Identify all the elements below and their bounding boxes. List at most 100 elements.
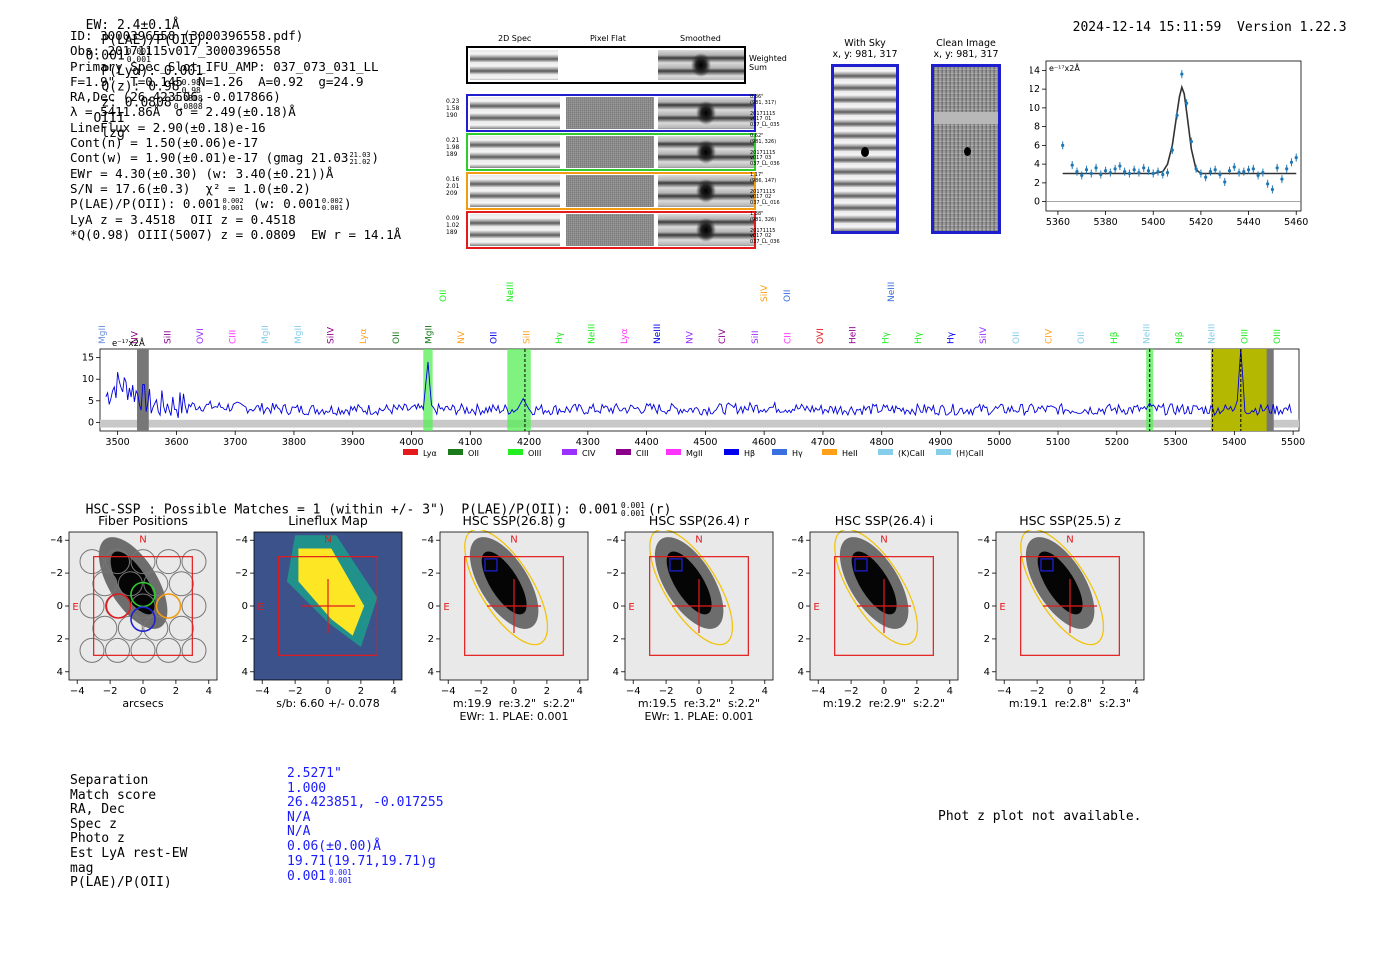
emission-line-label: OII — [392, 332, 402, 344]
z-line: OIII — [93, 111, 125, 126]
match-plae-hi: 0.001 — [329, 868, 352, 878]
zoom-y-tick-label: 10 — [1030, 103, 1040, 114]
panel-caption: m:19.2 re:2.9" s:2.2" — [822, 697, 946, 710]
contw-text: Cont(w) = 1.90(±0.01)e-17 (gmag 21.03 — [70, 150, 349, 166]
panel-y-tick-label: −2 — [422, 568, 434, 579]
emission-line-label: OVI — [196, 328, 206, 344]
cutout-stats: 0.09 1.02 189 — [446, 215, 460, 236]
emission-line-label: SiII — [522, 330, 532, 344]
legend-swatch — [772, 449, 787, 455]
lineflux-mid — [286, 535, 378, 648]
header-bar: EW: 2.4±0.1Å P(LAE)/P(OII): 0.001 0.001 0.… — [70, 3, 211, 141]
panel-frame — [68, 531, 218, 681]
data-point — [1251, 167, 1255, 171]
flag-label: lzg — [101, 126, 125, 141]
legend-label: (H)CaII — [956, 449, 983, 458]
panel-y-tick-label: −4 — [978, 535, 990, 546]
spectrum-x-tick-label: 3800 — [282, 437, 306, 448]
north-label: N — [324, 535, 331, 546]
data-point — [1280, 177, 1284, 181]
spectrum-layer: 3500 3600 3700 3800 3900 4000 4100 4200 4300 4400… — [82, 348, 1305, 448]
panel-title: HSC SSP(26.4) i — [834, 513, 934, 528]
emission-line-label: MgII — [294, 325, 304, 344]
cutout-flat — [566, 214, 654, 246]
weighted-sum-label: Weighted Sum — [749, 54, 787, 72]
match-value-lya-ew: 0.06(±0.00)Å — [287, 838, 381, 854]
panel-y-tick-label: 0 — [984, 601, 990, 612]
cutout-flat — [566, 175, 654, 207]
zoom-layer: 5360 5380 5400 5420 5440 5460 0 2 4 6 8 10 12 14 — [1030, 65, 1308, 228]
data-point — [1237, 170, 1241, 175]
panel-y-tick-label: −4 — [607, 535, 619, 546]
panel-y-tick-label: 4 — [242, 667, 248, 678]
emission-line-label: Lyα — [359, 328, 369, 344]
emission-line-label: SiIV — [979, 326, 989, 344]
panel-x-tick-label: −2 — [844, 686, 859, 697]
id-line: ID: 3000396558 (3000396558.pdf) — [70, 28, 304, 43]
panel-caption-2: EWr: 1. PLAE: 0.001 — [459, 710, 569, 723]
spectrum-x-tick-label: 5100 — [1046, 437, 1070, 448]
zoom-y-tick-label: 14 — [1030, 65, 1040, 76]
galaxy-core — [110, 551, 156, 615]
qz-summary: Q(z): 0.98 — [101, 79, 180, 95]
galaxy-core — [851, 551, 897, 615]
contw-line: Cont(w) = 1.90(±0.01)e-17 (gmag 21.0321.… — [70, 150, 380, 166]
zoom-x-tick-label: 5360 — [1046, 217, 1070, 228]
match-values: 2.5271" 1.000 26.423851, -0.017255 N/A N… — [287, 766, 444, 885]
data-point — [1080, 173, 1084, 177]
data-point — [1285, 167, 1289, 171]
zoom-x-tick-label: 5420 — [1189, 217, 1213, 228]
panel-x-tick-label: −2 — [288, 686, 303, 697]
params-line: F=1.9" T=0.145 N=1.26 A=0.92 g=24.9 — [70, 73, 364, 89]
panel-x-tick-label: 4 — [947, 686, 953, 697]
panel-frame — [809, 531, 959, 681]
fiber-circle — [143, 615, 169, 641]
line-highlight-band — [507, 349, 531, 431]
north-label: N — [1066, 535, 1073, 546]
fiber-circle — [143, 571, 169, 597]
cutout-flat — [566, 136, 654, 168]
hsc-panel: N E −4 4 −2 2 0 0 2 −2 4 −4 — [792, 530, 959, 697]
match-box — [854, 558, 868, 572]
line-label-row: MgII NV SiII OVI CIII MgII MgII SiIV Lyα OII MgII N… — [98, 282, 1283, 344]
image-background — [996, 532, 1144, 680]
fiber-circle — [79, 637, 105, 663]
legend-label: Hβ — [744, 449, 755, 458]
photz-note: Phot z plot not available. — [938, 809, 1142, 824]
data-point — [1194, 167, 1198, 171]
search-box — [93, 556, 193, 656]
panel-y-tick-label: −2 — [792, 568, 804, 579]
panel-y-tick-label: 2 — [613, 634, 619, 645]
with-sky-image — [831, 64, 899, 234]
match-value-score: 1.000 — [287, 780, 327, 796]
panel-y-tick-label: 0 — [242, 601, 248, 612]
zoom-y-tick-label: 12 — [1030, 84, 1040, 95]
aperture-ellipse — [464, 530, 549, 646]
panel-y-tick-label: 4 — [613, 667, 619, 678]
hsc-heading-text: HSC-SSP : Possible Matches = 1 (within +… — [85, 502, 618, 518]
cutout-smooth — [658, 175, 754, 207]
weighted-2d — [470, 50, 558, 80]
clean-image — [931, 64, 1001, 234]
spectrum-x-tick-label: 4600 — [752, 437, 776, 448]
z-hi: 0.0808 — [173, 94, 203, 103]
data-point — [1227, 169, 1232, 173]
spectrum-x-tick-label: 4200 — [517, 437, 541, 448]
zoom-x-tick-label: 5440 — [1236, 217, 1260, 228]
data-point — [1099, 172, 1103, 177]
fiber-circle — [130, 549, 156, 575]
data-point — [1294, 155, 1298, 160]
spectrum-x-tick-label: 3600 — [164, 437, 188, 448]
selected-fiber — [155, 593, 182, 619]
col-pixel-flat: Pixel Flat — [590, 34, 626, 43]
emission-line-label: NV — [686, 330, 696, 344]
plae-line: P(LAE)/P(OII): 0.001 0.002 0.001 (w: 0.001… — [70, 196, 352, 212]
hsc-panel: N E −4 4 −2 2 0 0 2 −2 4 −4 — [51, 531, 218, 697]
image-background — [625, 532, 773, 680]
legend-label: Lyα — [423, 449, 437, 458]
panel-y-tick-label: −4 — [422, 535, 434, 546]
panel-y-tick-label: 4 — [798, 667, 804, 678]
plae-w-text: (w: 0.001 — [253, 196, 321, 212]
data-point — [1208, 170, 1213, 174]
zoom-line-chart: 5360 5380 5400 5420 5440 5460 0 2 4 6 8 10 12 14 e⁻¹⁷… — [1030, 60, 1308, 228]
